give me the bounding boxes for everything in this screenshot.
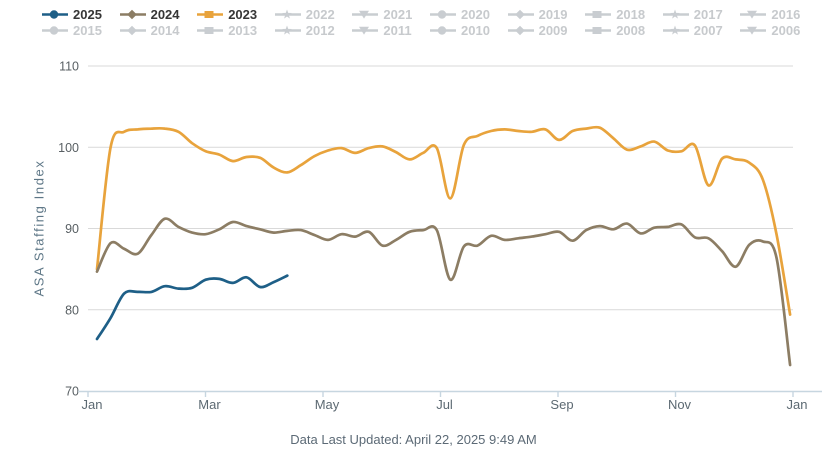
last-updated-text: Data Last Updated: April 22, 2025 9:49 A…: [290, 432, 537, 447]
legend-year-label: 2013: [228, 22, 258, 38]
series-line-2023[interactable]: [95, 125, 792, 316]
legend-item-2011[interactable]: 2011: [352, 22, 412, 38]
legend-year-label: 2020: [461, 7, 490, 22]
legend-year-label: 2022: [305, 7, 335, 22]
square-marker-icon: [197, 11, 224, 18]
legend-year-label: 2014: [150, 22, 180, 38]
y-tick-label: 110: [59, 60, 79, 74]
star-marker-icon: [662, 9, 689, 19]
circle-marker-icon: [430, 10, 456, 19]
legend-item-2020[interactable]: 2020: [430, 7, 490, 22]
arrow-down-marker-icon: [740, 26, 767, 35]
legend-item-2018[interactable]: 2018: [585, 7, 645, 22]
series-line-2025[interactable]: [95, 274, 289, 341]
y-tick-label: 80: [65, 303, 79, 317]
x-tick-label: Nov: [668, 397, 692, 412]
legend-item-2022[interactable]: 2022: [274, 7, 335, 22]
legend-year-label: 2019: [538, 7, 568, 22]
x-tick-label: Sep: [550, 397, 573, 412]
legend-item-2008[interactable]: 2008: [585, 23, 645, 38]
legend-item-2021[interactable]: 2021: [352, 7, 412, 22]
legend-item-2019[interactable]: 2019: [507, 7, 568, 22]
legend-year-label: 2015: [73, 22, 102, 38]
legend-item-2023[interactable]: 2023: [197, 7, 257, 22]
legend-year-label: 2024: [150, 7, 180, 22]
y-tick-label: 100: [58, 141, 79, 155]
y-tick-label: 90: [65, 222, 79, 236]
square-marker-icon: [197, 26, 224, 34]
legend-year-label: 2023: [228, 7, 258, 22]
legend-item-2007[interactable]: 2007: [662, 22, 723, 38]
legend-year-label: 2025: [73, 7, 102, 22]
circle-marker-icon: [42, 26, 68, 35]
diamond-marker-icon: [507, 25, 534, 35]
y-tick-label: 70: [65, 385, 79, 399]
legend-item-2025[interactable]: 2025: [42, 7, 102, 22]
legend-year-label: 2017: [693, 7, 723, 22]
legend-item-2015[interactable]: 2015: [42, 23, 102, 38]
arrow-down-marker-icon: [352, 26, 379, 35]
legend-item-2010[interactable]: 2010: [430, 23, 490, 38]
arrow-down-marker-icon: [740, 10, 767, 19]
legend-item-2017[interactable]: 2017: [662, 7, 723, 22]
legend-item-2009[interactable]: 2009: [507, 22, 568, 38]
legend-year-label: 2016: [771, 7, 801, 22]
x-tick-label: Jan: [787, 397, 808, 412]
legend-year-label: 2010: [461, 22, 490, 38]
diamond-marker-icon: [119, 9, 146, 20]
legend-year-label: 2009: [538, 22, 568, 38]
square-marker-icon: [585, 11, 612, 18]
x-tick-label: Mar: [198, 397, 221, 412]
arrow-down-marker-icon: [352, 10, 379, 19]
circle-marker-icon: [430, 26, 456, 35]
series-line-2024[interactable]: [95, 217, 792, 367]
legend-year-label: 2021: [383, 7, 413, 22]
legend-year-label: 2012: [305, 22, 335, 38]
diamond-marker-icon: [119, 25, 146, 35]
legend-item-2012[interactable]: 2012: [274, 22, 335, 38]
x-tick-label: Jan: [82, 397, 103, 412]
star-marker-icon: [274, 9, 301, 19]
legend-year-label: 2006: [771, 22, 801, 38]
legend-item-2024[interactable]: 2024: [119, 7, 180, 22]
star-marker-icon: [274, 25, 301, 35]
diamond-marker-icon: [507, 9, 534, 20]
legend-item-2006[interactable]: 2006: [740, 23, 800, 38]
chart-legend: 2025 2024 2023 2022 2021 2020 2019 2018 2017 2016…: [42, 7, 827, 49]
legend-item-2016[interactable]: 2016: [740, 7, 800, 22]
legend-year-label: 2008: [616, 22, 646, 38]
x-tick-label: May: [315, 397, 340, 412]
y-axis-title: ASA Staffing Index: [31, 159, 47, 297]
legend-year-label: 2011: [383, 22, 412, 38]
legend-year-label: 2007: [693, 22, 723, 38]
star-marker-icon: [662, 25, 689, 35]
legend-year-label: 2018: [616, 7, 646, 22]
x-tick-label: Jul: [436, 397, 453, 412]
square-marker-icon: [585, 26, 612, 34]
legend-item-2014[interactable]: 2014: [119, 22, 180, 38]
circle-marker-icon: [42, 10, 68, 19]
legend-item-2013[interactable]: 2013: [197, 23, 257, 38]
